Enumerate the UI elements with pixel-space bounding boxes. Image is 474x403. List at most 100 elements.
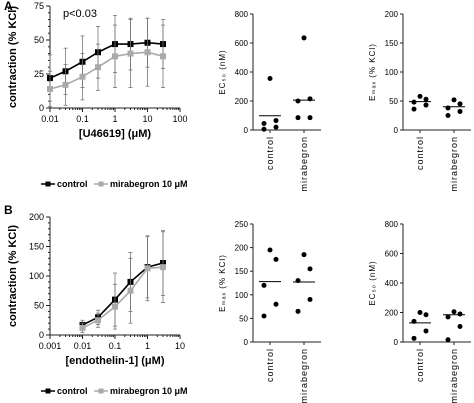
data-point-control	[273, 118, 279, 124]
x-tick-label: 10	[175, 341, 185, 351]
x-tick-label: 0.01	[74, 341, 92, 351]
legend-b-mirabegron-label: mirabegron 10 μM	[110, 386, 188, 396]
data-point-mirabegron	[301, 252, 307, 258]
data-point-control	[411, 318, 417, 324]
chart-B-concentration-response: 0 50 100 150 200 0.001 0.01 0.1 1 10 [endothelin-1…	[7, 212, 185, 367]
category-label-mirabegron: mirabegron	[449, 136, 459, 192]
y-tick-label: 200	[235, 97, 249, 106]
data-point-mirabegron	[95, 64, 102, 71]
data-point-control	[261, 282, 267, 288]
data-point-control	[417, 93, 423, 99]
data-point-control	[273, 256, 279, 262]
data-point-mirabegron	[160, 264, 167, 271]
x-tick-label: 1	[112, 114, 117, 124]
y-tick-label: 0	[394, 338, 399, 347]
data-point-control	[423, 312, 429, 318]
y-axis-title: contraction (% KCl)	[7, 6, 19, 108]
chart-A-Emax: 0 50 100 150 200 Eₘₐₓ (% KCl) control mirabegro…	[368, 10, 471, 192]
y-tick-label: 0	[39, 330, 44, 340]
data-point-mirabegron	[445, 337, 451, 343]
category-label-mirabegron: mirabegron	[449, 348, 459, 403]
data-point-mirabegron	[445, 113, 451, 118]
x-tick-label: 0.1	[76, 114, 89, 124]
data-point-mirabegron	[95, 317, 102, 324]
data-point-control	[261, 120, 267, 126]
data-point-mirabegron	[457, 324, 463, 330]
data-point-control	[261, 126, 267, 132]
legend-b-control-marker	[45, 388, 51, 394]
data-point-mirabegron	[295, 308, 301, 314]
y-axis-title: Eₘₐₓ (% KCl)	[218, 254, 227, 312]
data-point-control	[411, 335, 417, 341]
data-point-mirabegron	[295, 115, 301, 121]
category-label-control: control	[265, 136, 275, 170]
data-point-mirabegron	[451, 97, 457, 103]
data-point-mirabegron	[144, 49, 151, 56]
data-point-mirabegron	[451, 309, 457, 315]
y-tick-label: 400	[235, 68, 249, 77]
x-axis-title: [endothelin-1] (μM)	[66, 355, 165, 367]
y-tick-label: 600	[235, 39, 249, 48]
y-tick-label: 200	[385, 309, 399, 318]
data-point-mirabegron	[160, 53, 167, 60]
data-point-mirabegron	[445, 105, 451, 111]
data-point-control	[273, 301, 279, 307]
category-label-mirabegron: mirabegron	[299, 348, 309, 403]
data-point-mirabegron	[307, 297, 313, 303]
y-tick-label: 0	[244, 338, 249, 347]
y-tick-label: 150	[385, 39, 399, 48]
y-tick-label: 200	[235, 244, 249, 253]
x-tick-label: 100	[172, 114, 187, 124]
chart-B-Emax: 0 50 100 150 200 250 Eₘₐₓ (% KCl) control mirabe…	[218, 220, 321, 403]
legend-b-mirabegron-marker	[98, 388, 104, 394]
y-tick-label: 50	[34, 301, 44, 311]
data-point-mirabegron	[307, 115, 313, 121]
x-axis-title: [U46619] (μM)	[79, 128, 151, 140]
data-point-mirabegron	[112, 303, 118, 310]
y-tick-label: 50	[239, 314, 248, 323]
data-point-control	[423, 96, 429, 102]
data-point-mirabegron	[79, 324, 86, 331]
y-tick-label: 0	[394, 126, 399, 135]
data-point-control	[411, 106, 417, 112]
chart-A-EC50: 0 200 400 600 800 EC₅₀ (nM) control mirabegron	[218, 10, 321, 192]
y-tick-label: 800	[235, 10, 249, 19]
y-tick-label: 0	[244, 126, 249, 135]
data-point-control	[267, 247, 273, 253]
category-label-control: control	[415, 348, 425, 382]
data-point-control	[273, 124, 279, 130]
data-point-mirabegron	[307, 96, 313, 102]
data-point-mirabegron	[62, 81, 69, 88]
data-point-mirabegron	[307, 266, 313, 272]
y-axis-title: Eₘₐₓ (% KCl)	[368, 43, 377, 101]
y-tick-label: 800	[385, 220, 399, 229]
x-tick-label: 0.1	[109, 341, 122, 351]
legend-a-control-marker	[45, 181, 51, 187]
data-point-control	[267, 76, 273, 82]
data-point-mirabegron	[47, 85, 53, 92]
data-point-mirabegron	[457, 108, 463, 114]
y-tick-label: 150	[235, 267, 249, 276]
chart-A-concentration-response: 0 25 50 75 0.01 0.1 1 10 100 [U46619] (μM) contrac…	[7, 1, 188, 140]
data-point-mirabegron	[127, 287, 134, 294]
panel-label-b: B	[4, 203, 13, 217]
data-point-mirabegron	[457, 311, 463, 317]
legend-b-control-label: control	[57, 386, 88, 396]
y-tick-label: 100	[385, 68, 399, 77]
category-label-control: control	[415, 136, 425, 170]
y-tick-label: 200	[29, 212, 44, 222]
data-point-mirabegron	[295, 278, 301, 284]
data-point-mirabegron	[79, 73, 86, 80]
p-value-annotation: p<0.03	[63, 8, 97, 20]
data-point-control	[411, 99, 417, 105]
y-tick-label: 50	[389, 97, 398, 106]
data-point-mirabegron	[144, 265, 151, 272]
y-tick-label: 400	[385, 279, 399, 288]
data-point-mirabegron	[295, 98, 301, 104]
data-point-control	[417, 310, 423, 315]
data-point-mirabegron	[445, 314, 451, 320]
series-line-control	[82, 262, 164, 326]
chart-B-EC50: 0 200 400 600 800 EC₅₀ (nM) control mirabegron	[368, 220, 471, 403]
legend-a-mirabegron-label: mirabegron 10 μM	[110, 179, 188, 189]
